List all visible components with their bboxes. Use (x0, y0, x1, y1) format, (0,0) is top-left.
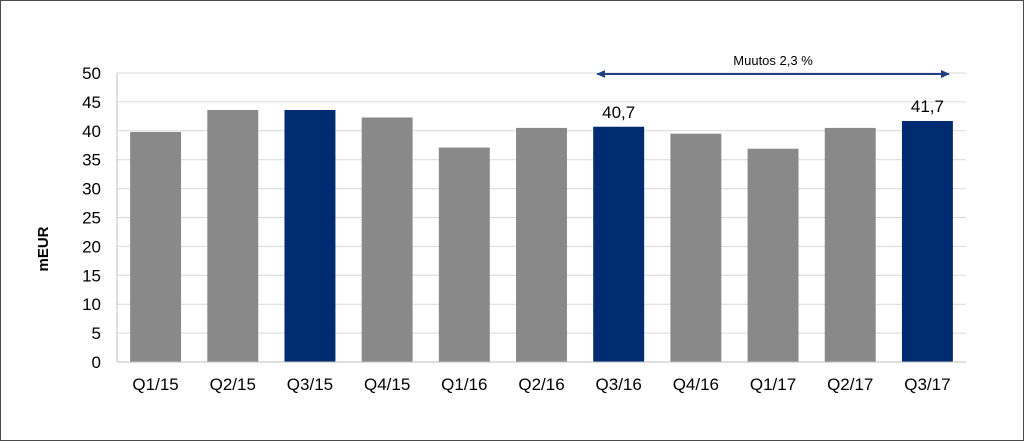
x-tick-label: Q1/16 (441, 375, 487, 394)
bar-q2-15 (207, 109, 259, 362)
bars (130, 109, 953, 362)
x-tick-label: Q2/16 (518, 375, 564, 394)
bar-q3-16 (593, 126, 645, 362)
bar-q2-16 (516, 127, 567, 362)
x-tick-label: Q4/16 (673, 375, 719, 394)
bar-q1-16 (438, 147, 490, 362)
y-tick-label: 0 (92, 353, 101, 372)
x-tick-label: Q3/16 (596, 375, 642, 394)
change-annotation-text: Muutos 2,3 % (733, 53, 813, 68)
x-tick-label: Q2/15 (210, 375, 256, 394)
y-tick-label: 20 (82, 237, 101, 256)
x-tick-label: Q1/15 (132, 375, 178, 394)
y-tick-label: 30 (82, 180, 101, 199)
bar-q3-17 (901, 120, 953, 362)
bar-q2-17 (824, 127, 876, 362)
x-tick-label: Q3/15 (287, 375, 333, 394)
y-tick-labels: 0 5 10 15 20 25 30 35 40 45 50 (82, 64, 101, 372)
data-label: 40,7 (602, 103, 635, 122)
change-annotation: Muutos 2,3 % (596, 53, 950, 78)
x-tick-label: Q4/15 (364, 375, 410, 394)
x-tick-labels: Q1/15 Q2/15 Q3/15 Q4/15 Q1/16 Q2/16 Q3/16 Q4/16… (132, 375, 950, 394)
y-tick-label: 25 (82, 209, 101, 228)
bar-q1-15 (130, 131, 182, 362)
y-tick-label: 50 (82, 64, 101, 83)
x-tick-label: Q1/17 (750, 375, 796, 394)
data-labels: 40,7 41,7 (602, 97, 944, 122)
y-tick-label: 45 (82, 93, 101, 112)
y-axis-label: mEUR (35, 226, 52, 271)
y-tick-label: 15 (82, 266, 101, 285)
bar-q4-16 (670, 133, 722, 362)
bar-q4-15 (361, 117, 413, 362)
y-tick-label: 40 (82, 122, 101, 141)
bar-q3-15 (284, 109, 336, 362)
y-tick-label: 35 (82, 151, 101, 170)
x-tick-label: Q2/17 (827, 375, 873, 394)
bar-q1-17 (747, 148, 799, 362)
y-tick-label: 10 (82, 295, 101, 314)
data-label: 41,7 (911, 97, 944, 116)
y-tick-label: 5 (92, 324, 101, 343)
axes (116, 73, 966, 363)
x-tick-label: Q3/17 (904, 375, 950, 394)
